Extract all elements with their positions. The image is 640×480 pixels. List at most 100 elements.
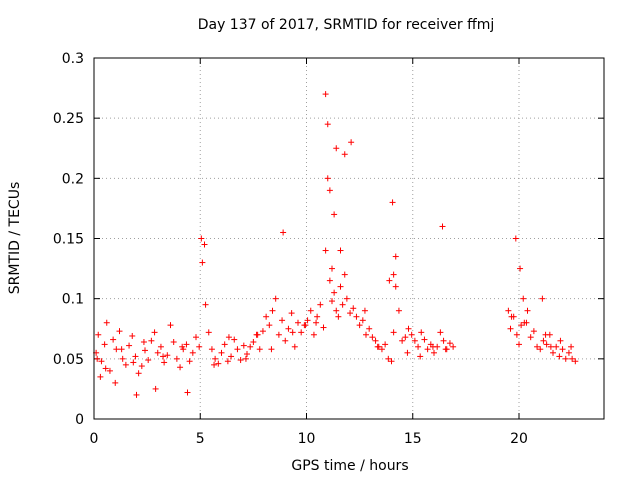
data-point xyxy=(304,317,311,324)
data-point xyxy=(228,353,235,360)
plot-frame xyxy=(93,57,605,420)
y-tick-labels: 0 0.05 0.1 0.15 0.2 0.25 0.3 xyxy=(53,51,84,428)
data-point xyxy=(442,346,449,353)
data-point xyxy=(553,343,560,350)
data-point xyxy=(145,357,152,364)
data-point xyxy=(310,331,317,338)
data-point xyxy=(193,334,199,341)
data-point xyxy=(335,313,342,320)
data-point xyxy=(326,277,333,284)
data-point xyxy=(282,337,289,344)
y-tick-label: 0.2 xyxy=(62,171,84,187)
data-point xyxy=(547,343,554,350)
data-point xyxy=(572,358,579,365)
data-point xyxy=(512,235,519,242)
data-point xyxy=(201,241,208,248)
data-point xyxy=(395,307,402,314)
data-point xyxy=(102,365,109,372)
data-point xyxy=(97,373,104,380)
data-point xyxy=(118,346,125,353)
data-point xyxy=(268,346,275,353)
data-point xyxy=(439,223,446,230)
data-point xyxy=(337,247,344,254)
data-point xyxy=(205,329,212,336)
data-point xyxy=(242,355,249,362)
data-point xyxy=(333,145,340,152)
data-point xyxy=(390,271,397,278)
data-point xyxy=(167,322,174,329)
data-point xyxy=(186,358,193,365)
data-point xyxy=(324,121,331,128)
data-point xyxy=(530,328,537,335)
data-point xyxy=(272,295,279,302)
data-point xyxy=(348,139,355,146)
data-point xyxy=(507,325,514,332)
data-point xyxy=(388,358,395,365)
data-point xyxy=(266,322,273,329)
y-tick-label: 0.1 xyxy=(62,292,84,308)
data-point xyxy=(389,199,396,206)
data-point xyxy=(224,358,231,365)
data-point xyxy=(254,331,261,338)
data-point xyxy=(424,346,431,353)
data-point xyxy=(196,343,203,350)
data-points xyxy=(93,91,579,398)
data-point xyxy=(198,235,205,242)
data-point xyxy=(202,301,209,308)
data-point xyxy=(418,329,425,336)
data-point xyxy=(326,187,333,194)
data-point xyxy=(263,313,270,320)
data-point xyxy=(106,367,113,374)
data-point xyxy=(450,343,457,350)
data-point xyxy=(516,341,522,348)
data-point xyxy=(164,352,171,359)
data-point xyxy=(129,332,136,339)
data-point xyxy=(517,265,524,272)
data-point xyxy=(288,310,295,317)
data-point xyxy=(247,343,254,350)
data-point xyxy=(543,341,550,348)
data-point xyxy=(154,349,161,356)
data-point xyxy=(152,385,159,392)
y-tick-label: 0.05 xyxy=(53,352,84,368)
data-point xyxy=(527,334,534,341)
data-point xyxy=(337,283,344,290)
data-point xyxy=(537,346,544,353)
data-point xyxy=(119,355,126,362)
data-point xyxy=(540,337,547,344)
data-point xyxy=(221,341,228,348)
data-point xyxy=(275,331,282,338)
data-point xyxy=(343,295,350,302)
data-point xyxy=(103,319,110,326)
data-point xyxy=(183,341,190,348)
data-point xyxy=(386,277,393,284)
data-point xyxy=(421,336,428,343)
data-point xyxy=(231,336,238,343)
data-point xyxy=(215,360,222,367)
data-point xyxy=(415,343,422,350)
data-point xyxy=(390,329,397,336)
data-point xyxy=(148,337,155,344)
data-point xyxy=(170,338,177,345)
data-point xyxy=(539,295,546,302)
data-point xyxy=(353,313,360,320)
chart-title: Day 137 of 2017, SRMTID for receiver ffm… xyxy=(198,17,495,33)
data-point xyxy=(322,247,329,254)
data-point xyxy=(382,341,389,348)
data-point xyxy=(339,301,346,308)
data-point xyxy=(295,319,301,326)
data-point xyxy=(402,334,409,341)
x-tick-label: 0 xyxy=(90,431,99,447)
data-point xyxy=(392,283,399,290)
data-point xyxy=(113,346,120,353)
y-tick-label: 0.25 xyxy=(53,111,84,127)
data-point xyxy=(392,253,399,260)
data-point xyxy=(550,349,556,356)
data-point xyxy=(314,313,321,320)
data-point xyxy=(374,343,381,350)
x-tick-labels: 0 5 10 15 20 xyxy=(90,431,528,447)
data-point xyxy=(523,319,530,326)
data-point xyxy=(411,337,418,344)
data-point xyxy=(429,343,436,350)
